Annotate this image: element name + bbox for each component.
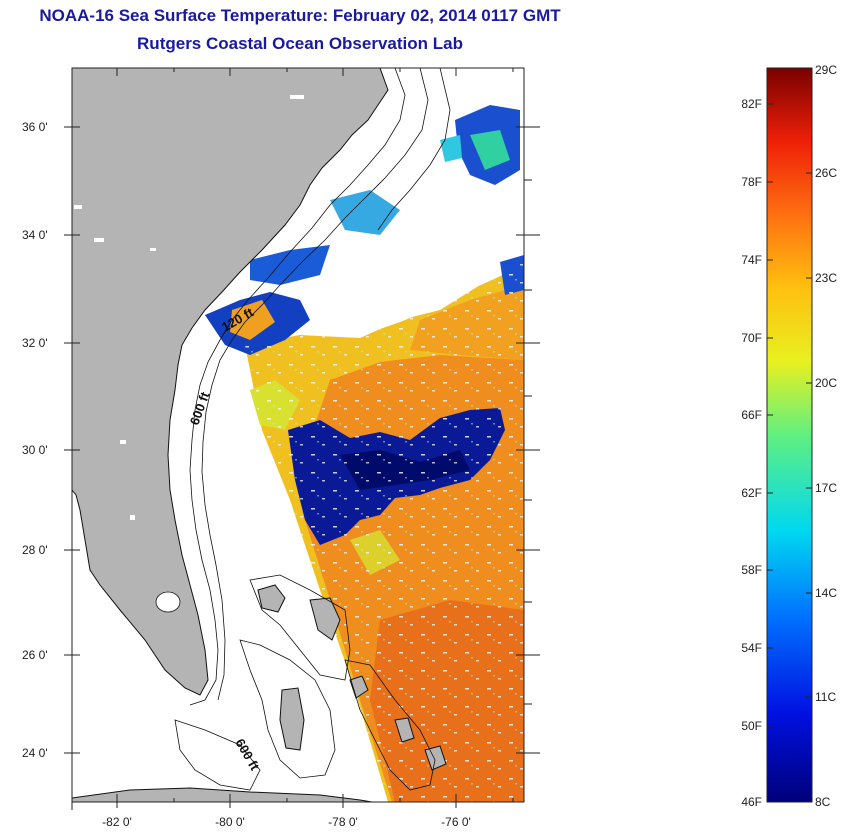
- colorbar-ticks: [767, 103, 812, 727]
- lake-okeechobee: [155, 591, 181, 613]
- colorbar-label-c: 14C: [815, 586, 837, 600]
- axis-ticks: [64, 68, 540, 810]
- inland-lakes: [74, 95, 304, 520]
- sst-swath: [185, 105, 524, 802]
- lat-tick-label: 32 0': [22, 336, 48, 350]
- colorbar-label-c: 20C: [815, 376, 837, 390]
- colorbar-label-f: 74F: [741, 253, 762, 267]
- colorbar-label-f: 50F: [741, 719, 762, 733]
- colorbar-label-f: 62F: [741, 486, 762, 500]
- colorbar-label-f: 46F: [741, 795, 762, 809]
- colorbar-label-f: 82F: [741, 97, 762, 111]
- colorbar-label-c: 8C: [815, 795, 831, 809]
- lon-tick-label: -82 0': [102, 815, 132, 829]
- map-title: NOAA-16 Sea Surface Temperature: Februar…: [39, 6, 561, 25]
- colorbar-label-f: 66F: [741, 408, 762, 422]
- colorbar-label-c: 29C: [815, 63, 837, 77]
- colorbar-label-f: 58F: [741, 563, 762, 577]
- cuba-landmass: [72, 787, 373, 802]
- colorbar: [766, 67, 813, 803]
- colorbar-label-c: 26C: [815, 166, 837, 180]
- colorbar-label-c: 17C: [815, 481, 837, 495]
- bahamas-islands: [257, 584, 447, 771]
- colorbar-label-c: 11C: [815, 690, 836, 704]
- colorbar-label-f: 70F: [741, 331, 762, 345]
- plot-frame: [71, 67, 525, 803]
- lat-tick-label: 26 0': [22, 648, 48, 662]
- map-content: 120 ft 600 ft 600 ft: [72, 68, 524, 802]
- colorbar-label-f: 54F: [741, 641, 762, 655]
- lat-tick-label: 24 0': [22, 746, 48, 760]
- lon-tick-label: -80 0': [215, 815, 245, 829]
- lat-tick-label: 34 0': [22, 228, 48, 242]
- isobath-contours: [174, 68, 451, 791]
- colorbar-label-f: 78F: [741, 175, 762, 189]
- lat-tick-label: 28 0': [22, 543, 48, 557]
- us-landmass: [72, 68, 389, 696]
- lat-tick-label: 36 0': [22, 120, 48, 134]
- map-subtitle: Rutgers Coastal Ocean Observation Lab: [137, 34, 463, 53]
- colorbar-label-c: 23C: [815, 271, 837, 285]
- lon-tick-label: -78 0': [328, 815, 358, 829]
- lon-tick-label: -76 0': [441, 815, 471, 829]
- lat-tick-label: 30 0': [22, 443, 48, 457]
